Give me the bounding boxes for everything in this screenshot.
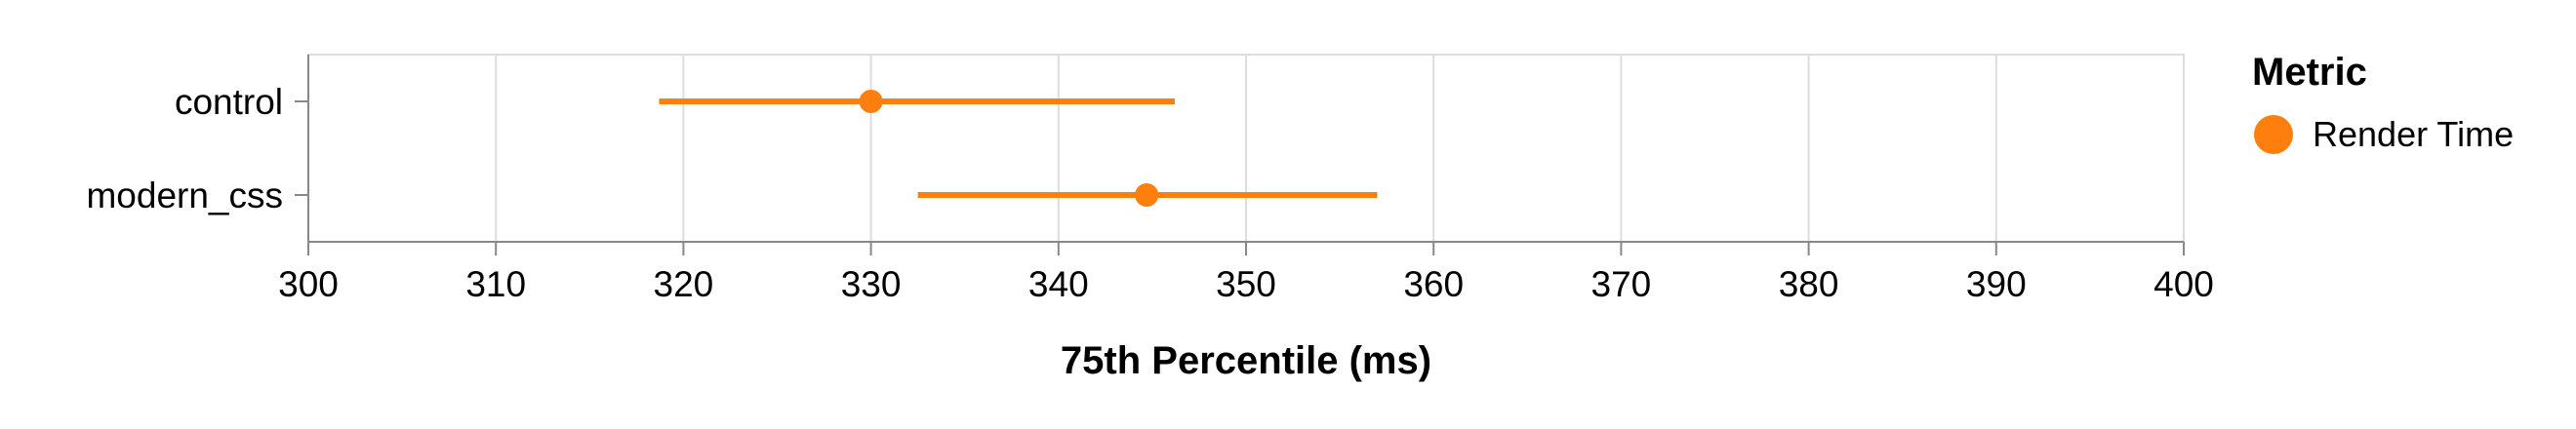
gridlines [307, 55, 2185, 242]
error-bar-marks [659, 90, 1378, 207]
x-tick-label-390: 390 [1966, 264, 2027, 304]
x-tick-label-370: 370 [1591, 264, 1652, 304]
y-axis-ticks: control modern_css [86, 82, 308, 215]
x-tick-label-360: 360 [1403, 264, 1464, 304]
x-tick-label-400: 400 [2153, 264, 2214, 304]
x-tick-label-380: 380 [1779, 264, 1839, 304]
legend-swatch-render-time [2254, 115, 2293, 154]
y-tick-label-control: control [175, 82, 283, 122]
x-tick-label-350: 350 [1216, 264, 1276, 304]
legend-title: Metric [2252, 51, 2367, 94]
legend: Metric Render Time [2252, 51, 2514, 154]
point-modern_css [1135, 183, 1159, 207]
x-tick-label-340: 340 [1028, 264, 1089, 304]
x-tick-label-310: 310 [465, 264, 526, 304]
x-tick-label-320: 320 [654, 264, 714, 304]
point-control [859, 90, 883, 113]
legend-label-render-time: Render Time [2313, 114, 2514, 154]
x-axis-ticks: 300 310 320 330 340 350 360 370 380 390 400 [278, 242, 2214, 304]
x-tick-label-330: 330 [841, 264, 902, 304]
y-tick-label-modern_css: modern_css [86, 176, 283, 215]
x-tick-label-300: 300 [278, 264, 339, 304]
x-axis-title: 75th Percentile (ms) [1061, 339, 1431, 382]
